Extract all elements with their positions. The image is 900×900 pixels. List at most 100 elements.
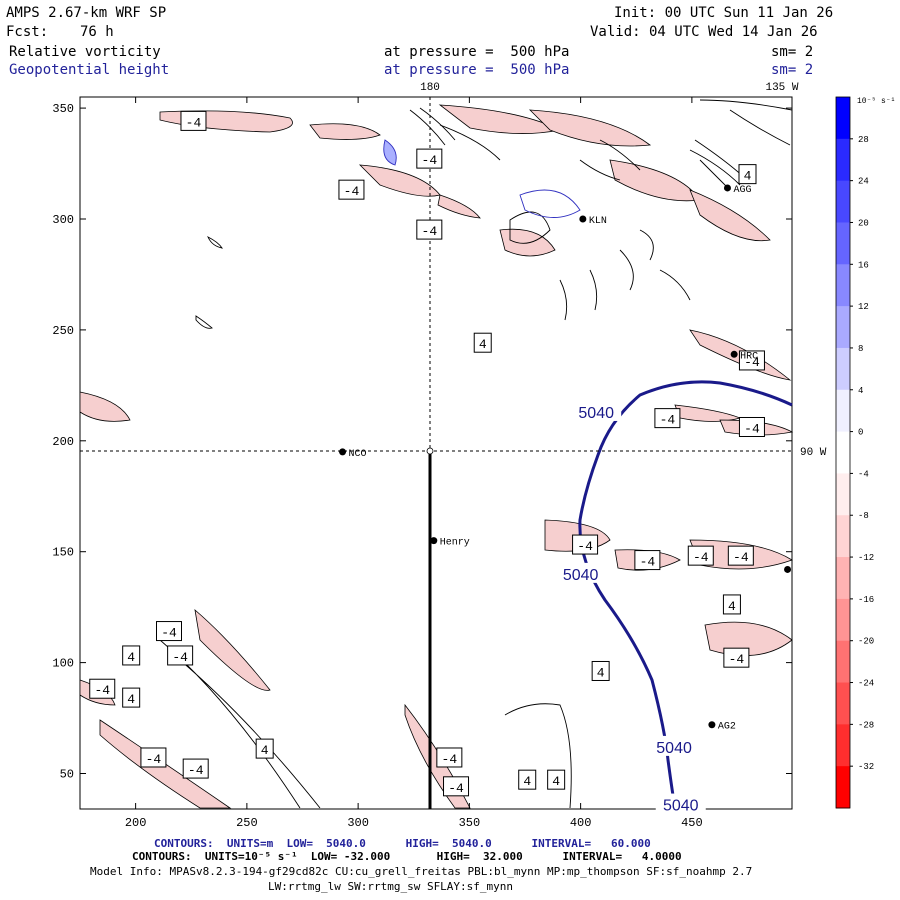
footer-model-info: Model Info: MPASv8.2.3-194-gf29cd82c CU:… xyxy=(90,865,753,878)
station-label: AG2 xyxy=(718,722,736,733)
vorticity-contour-labels: -4 -4 -4 -4 4 4 -4 -4 -4 -4 -4 -4 -4 4 -4 4 -4 -4 4 -4 4 4 -4 -… xyxy=(89,110,765,797)
station-label: AGG xyxy=(733,185,751,196)
station-dot xyxy=(730,350,738,358)
vorticity-label-box xyxy=(338,179,365,200)
height-contour-5040 xyxy=(578,380,793,809)
field2-smoothing: sm= 2 xyxy=(771,62,814,78)
station-dot xyxy=(708,721,716,729)
station-dot xyxy=(723,184,731,192)
vorticity-label-box xyxy=(436,747,463,768)
colorbar-segment xyxy=(836,682,850,725)
vorticity-label-box xyxy=(180,110,207,131)
init-time: Init: 00 UTC Sun 11 Jan 26 xyxy=(614,5,834,21)
vorticity-dark-cluster xyxy=(159,99,793,809)
vorticity-label-box xyxy=(122,645,141,666)
vorticity-contour-label: -4 xyxy=(744,421,760,436)
x-tick-label: 300 xyxy=(347,816,369,830)
vorticity-label-box xyxy=(547,769,566,790)
vorticity-contour-label: -4 xyxy=(448,781,464,796)
vorticity-label-box xyxy=(738,416,765,437)
colorbar-label: -32 xyxy=(858,762,874,772)
vorticity-contour-label: -4 xyxy=(640,555,656,570)
height-contour-label: 5040 xyxy=(656,740,692,757)
colorbar-segment xyxy=(836,306,850,349)
model-title: AMPS 2.67-km WRF SP xyxy=(6,5,167,21)
x-tick-label: 350 xyxy=(459,816,481,830)
vorticity-contour-label: -4 xyxy=(577,539,593,554)
colorbar-segment xyxy=(836,264,850,307)
y-tick-label: 350 xyxy=(52,102,74,116)
longitude-label-135w: 135 W xyxy=(765,82,798,94)
station-label: NCO xyxy=(349,449,367,460)
vorticity-label-box xyxy=(738,164,757,185)
height-contour-label: 5040 xyxy=(663,798,699,815)
vorticity-label-box xyxy=(443,776,470,797)
vorticity-label-box xyxy=(156,621,182,642)
vorticity-label-box xyxy=(738,350,765,371)
vorticity-contour-label: -4 xyxy=(146,752,162,767)
colorbar-label: -4 xyxy=(858,469,869,479)
vorticity-contour-label: -4 xyxy=(161,626,177,641)
colorbar-segment xyxy=(836,222,850,265)
colorbar-label: 16 xyxy=(858,260,869,270)
vorticity-label-box xyxy=(122,687,141,708)
vorticity-label-box xyxy=(654,408,681,429)
longitude-label-180: 180 xyxy=(420,82,440,94)
vorticity-contour-label: -4 xyxy=(442,752,458,767)
colorbar: 10⁻⁵ s⁻¹ 28 24 20 16 12 8 4 0 -4 -8 -12 -16 -20 -24 -28… xyxy=(835,96,895,809)
vorticity-contour-label: 4 xyxy=(523,774,531,789)
vorticity-label-box xyxy=(473,332,492,353)
vorticity-contour-label: -4 xyxy=(422,153,438,168)
vorticity-label-box xyxy=(140,747,167,768)
colorbar-label: 4 xyxy=(858,386,863,396)
vorticity-label-box xyxy=(416,148,443,169)
colorbar-segment xyxy=(836,138,850,182)
field1-smoothing: sm= 2 xyxy=(771,44,814,60)
colorbar-label: -8 xyxy=(858,511,869,521)
colorbar-label: 0 xyxy=(858,428,863,438)
colorbar-label: 28 xyxy=(858,135,869,145)
colorbar-segment xyxy=(836,557,850,600)
colorbar-segment xyxy=(836,431,850,474)
height-label-bg xyxy=(571,400,622,421)
y-tick-label: 250 xyxy=(52,324,74,338)
height-contour-label: 5040 xyxy=(578,405,614,422)
vorticity-label-box xyxy=(255,738,274,759)
vorticity-label-box xyxy=(167,645,194,666)
colorbar-segment xyxy=(836,724,850,767)
height-label-bg xyxy=(555,562,606,583)
vorticity-contour-label: 4 xyxy=(744,169,752,184)
vorticity-label-box xyxy=(416,219,443,240)
y-tick-label: 300 xyxy=(52,213,74,227)
vorticity-label-box xyxy=(89,678,116,699)
x-tick-label: 200 xyxy=(125,816,147,830)
height-label-bg xyxy=(649,735,700,756)
vorticity-contour-label: 4 xyxy=(552,774,560,789)
vorticity-label-box xyxy=(723,647,750,668)
vorticity-label-box xyxy=(687,545,714,566)
plot-frame xyxy=(79,96,793,810)
footer-height-contours: CONTOURS: UNITS=m LOW= 5040.0 HIGH= 5040… xyxy=(154,837,651,850)
station-dot xyxy=(784,565,792,573)
footer-model-info-2: LW:rrtmg_lw SW:rrtmg_sw SFLAY:sf_mynn xyxy=(268,880,514,893)
y-axis-ticks: 50 100 150 200 250 300 350 xyxy=(52,102,792,782)
vorticity-contour-label: -4 xyxy=(660,413,676,428)
colorbar-segment xyxy=(836,515,850,558)
colorbar-segment xyxy=(836,389,850,433)
station-label: HRC xyxy=(740,351,758,362)
vorticity-contour-label: -4 xyxy=(172,650,188,665)
colorbar-label: 12 xyxy=(858,302,869,312)
vorticity-contour-label: -4 xyxy=(188,763,204,778)
longitude-label-90w: 90 W xyxy=(800,447,827,459)
height-contour-label: 5040 xyxy=(563,567,599,584)
colorbar-label: 8 xyxy=(858,344,863,354)
vorticity-label-box xyxy=(591,660,610,681)
footer-vorticity-contours: CONTOURS: UNITS=10⁻⁵ s⁻¹ LOW= -32.000 HI… xyxy=(132,850,682,863)
height-contour-labels: 5040 5040 5040 5040 xyxy=(555,400,706,815)
colorbar-label: -16 xyxy=(858,595,874,605)
vorticity-contour-label: -4 xyxy=(344,184,360,199)
vorticity-contour-label: -4 xyxy=(94,683,110,698)
colorbar-segment xyxy=(836,97,850,140)
colorbar-segment xyxy=(836,347,850,391)
